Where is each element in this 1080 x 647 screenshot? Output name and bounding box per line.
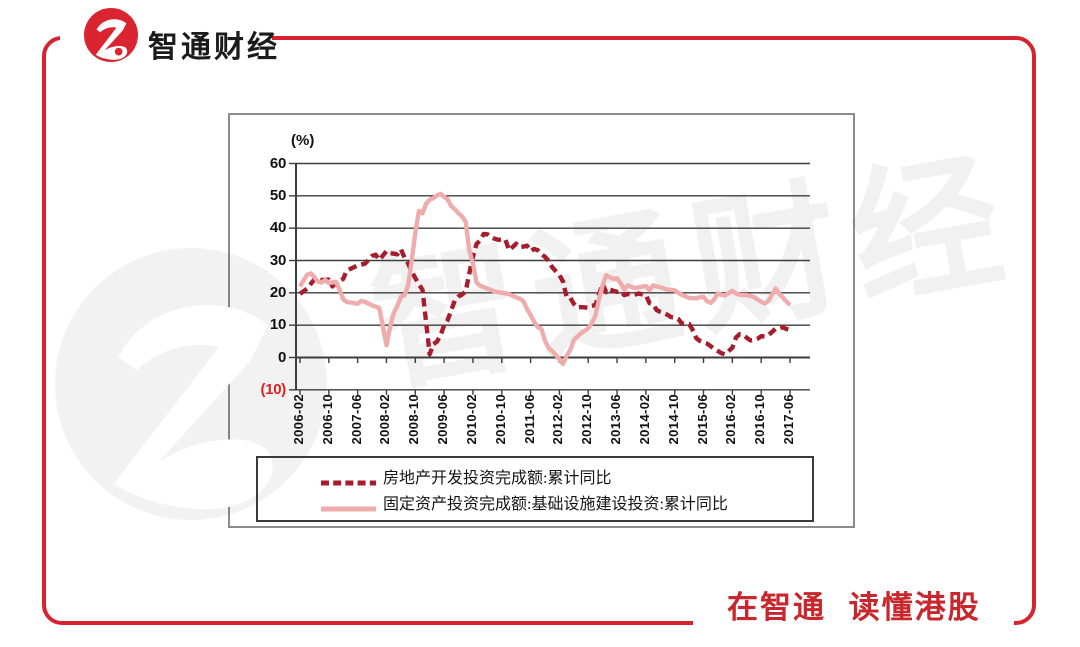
x-axis-tick-label: 2010-10 [492, 394, 508, 445]
legend-label-infrastructure: 固定资产投资完成额:基础设施建设投资:累计同比 [383, 496, 728, 513]
x-axis-tick-label: 2015-06 [694, 394, 710, 445]
x-axis-tick-label: 2012-02 [550, 394, 566, 445]
y-axis-tick-label: 30 [269, 251, 286, 269]
x-axis-tick-label: 2014-02 [636, 394, 652, 445]
frame-gap-bottom [693, 613, 1014, 625]
brand-frame-border [42, 36, 1036, 625]
x-axis-tick-label: 2016-02 [723, 394, 739, 445]
x-axis-tick-label: 2011-06 [521, 394, 537, 444]
brand-name: 智通财经 [148, 31, 280, 64]
x-axis-tick-label: 2007-06 [348, 394, 364, 445]
y-axis-unit-label: (%) [291, 132, 315, 149]
legend-solid-line-sample [320, 499, 377, 512]
x-axis-tick-label: 2016-10 [752, 394, 768, 445]
chart-frame [228, 113, 855, 528]
series-real-estate [298, 231, 791, 357]
chart-legend: 房地产开发投资完成额:累计同比 固定资产投资完成额:基础设施建设投资:累计同比 [256, 456, 814, 522]
brand-slogan: 在智通 读懂港股 [727, 590, 981, 625]
x-axis-tick-label: 2017-06 [780, 394, 796, 445]
zhitong-logo-icon [84, 8, 138, 62]
y-axis-tick-label: (10) [260, 380, 287, 398]
legend-item-real-estate: 房地产开发投资完成额:累计同比 [320, 464, 812, 488]
x-axis-tick-label: 2014-10 [665, 394, 681, 445]
y-axis-tick-label: 0 [277, 348, 286, 366]
x-axis-tick-label: 2012-10 [579, 394, 595, 445]
x-axis-tick-label: 2009-06 [435, 394, 451, 445]
x-axis-tick-label: 2008-02 [377, 394, 393, 445]
legend-item-infrastructure: 固定资产投资完成额:基础设施建设投资:累计同比 [320, 490, 812, 514]
y-axis-tick-label: 10 [269, 316, 286, 334]
legend-dashed-line-sample [320, 473, 377, 486]
legend-label-real-estate: 房地产开发投资完成额:累计同比 [383, 470, 612, 487]
x-axis-tick-label: 2008-10 [406, 394, 422, 445]
line-chart [289, 162, 810, 395]
x-axis-tick-label: 2010-02 [463, 394, 479, 445]
y-axis-tick-label: 50 [269, 186, 286, 204]
series-infrastructure [298, 191, 792, 367]
x-axis-tick-label: 2006-02 [291, 394, 306, 445]
logo-z-glyph [95, 19, 128, 60]
y-axis-tick-label: 20 [269, 283, 286, 301]
watermark-logo-icon [55, 248, 327, 520]
x-axis-tick-label: 2006-10 [319, 394, 335, 445]
x-axis-tick-label: 2013-06 [608, 394, 624, 445]
y-axis-tick-label: 40 [269, 219, 286, 237]
y-axis-tick-label: 60 [269, 154, 286, 172]
